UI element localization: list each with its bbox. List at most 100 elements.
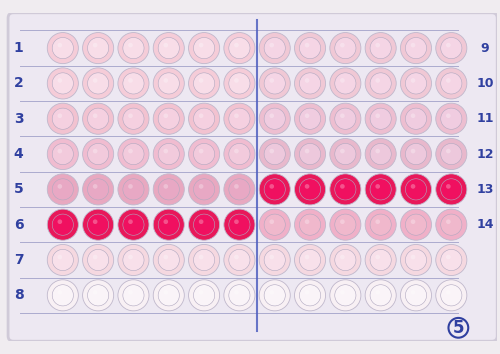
Circle shape bbox=[229, 250, 250, 270]
Circle shape bbox=[330, 174, 361, 205]
Circle shape bbox=[123, 179, 144, 200]
Circle shape bbox=[440, 214, 462, 235]
Circle shape bbox=[164, 184, 168, 189]
Circle shape bbox=[164, 290, 168, 295]
Circle shape bbox=[410, 184, 416, 189]
Circle shape bbox=[118, 68, 149, 99]
Circle shape bbox=[370, 179, 392, 200]
Circle shape bbox=[194, 108, 214, 129]
Circle shape bbox=[234, 78, 239, 83]
Circle shape bbox=[370, 214, 392, 235]
Circle shape bbox=[158, 73, 180, 94]
Circle shape bbox=[82, 174, 114, 205]
Circle shape bbox=[194, 250, 214, 270]
Circle shape bbox=[199, 149, 203, 153]
Circle shape bbox=[224, 280, 255, 311]
Circle shape bbox=[370, 143, 392, 165]
Circle shape bbox=[410, 290, 416, 295]
Circle shape bbox=[270, 113, 274, 118]
Circle shape bbox=[270, 184, 274, 189]
Circle shape bbox=[259, 103, 290, 134]
Circle shape bbox=[158, 179, 180, 200]
Circle shape bbox=[153, 174, 184, 205]
Circle shape bbox=[264, 285, 285, 306]
Circle shape bbox=[259, 33, 290, 64]
Circle shape bbox=[406, 285, 426, 306]
Circle shape bbox=[446, 113, 450, 118]
Circle shape bbox=[400, 68, 432, 99]
Circle shape bbox=[410, 78, 416, 83]
Circle shape bbox=[123, 214, 144, 235]
Circle shape bbox=[304, 290, 310, 295]
Circle shape bbox=[123, 285, 144, 306]
Circle shape bbox=[300, 108, 320, 129]
Circle shape bbox=[58, 113, 62, 118]
Circle shape bbox=[370, 108, 392, 129]
Circle shape bbox=[340, 149, 344, 153]
Circle shape bbox=[335, 250, 356, 270]
Circle shape bbox=[335, 38, 356, 59]
Circle shape bbox=[194, 143, 214, 165]
Circle shape bbox=[436, 68, 467, 99]
Circle shape bbox=[410, 255, 416, 259]
Circle shape bbox=[264, 143, 285, 165]
FancyBboxPatch shape bbox=[8, 13, 497, 341]
Circle shape bbox=[365, 245, 396, 275]
Circle shape bbox=[259, 138, 290, 170]
Circle shape bbox=[406, 38, 426, 59]
Circle shape bbox=[82, 33, 114, 64]
Circle shape bbox=[82, 280, 114, 311]
Circle shape bbox=[264, 108, 285, 129]
Circle shape bbox=[224, 209, 255, 240]
Circle shape bbox=[259, 280, 290, 311]
Circle shape bbox=[123, 143, 144, 165]
Circle shape bbox=[400, 138, 432, 170]
Circle shape bbox=[48, 280, 78, 311]
Circle shape bbox=[158, 108, 180, 129]
Circle shape bbox=[436, 280, 467, 311]
Circle shape bbox=[153, 245, 184, 275]
Circle shape bbox=[400, 33, 432, 64]
Circle shape bbox=[440, 250, 462, 270]
Circle shape bbox=[294, 245, 326, 275]
Circle shape bbox=[330, 280, 361, 311]
Text: 5: 5 bbox=[14, 182, 24, 196]
Circle shape bbox=[264, 250, 285, 270]
Circle shape bbox=[340, 43, 344, 47]
Circle shape bbox=[259, 245, 290, 275]
Circle shape bbox=[52, 179, 74, 200]
Circle shape bbox=[406, 143, 426, 165]
Circle shape bbox=[118, 138, 149, 170]
Circle shape bbox=[199, 219, 203, 224]
Circle shape bbox=[48, 33, 78, 64]
Circle shape bbox=[93, 219, 98, 224]
Circle shape bbox=[335, 214, 356, 235]
Circle shape bbox=[259, 68, 290, 99]
Circle shape bbox=[82, 245, 114, 275]
Circle shape bbox=[436, 245, 467, 275]
Circle shape bbox=[52, 38, 74, 59]
Circle shape bbox=[188, 68, 220, 99]
Circle shape bbox=[365, 209, 396, 240]
Circle shape bbox=[436, 174, 467, 205]
Circle shape bbox=[194, 38, 214, 59]
Circle shape bbox=[376, 113, 380, 118]
Circle shape bbox=[330, 209, 361, 240]
Circle shape bbox=[400, 174, 432, 205]
Circle shape bbox=[376, 78, 380, 83]
Circle shape bbox=[406, 214, 426, 235]
Circle shape bbox=[294, 209, 326, 240]
Circle shape bbox=[300, 179, 320, 200]
Circle shape bbox=[304, 219, 310, 224]
Circle shape bbox=[93, 149, 98, 153]
Circle shape bbox=[270, 255, 274, 259]
Circle shape bbox=[118, 280, 149, 311]
Circle shape bbox=[188, 245, 220, 275]
Circle shape bbox=[365, 138, 396, 170]
Text: 5: 5 bbox=[452, 319, 464, 337]
Circle shape bbox=[440, 179, 462, 200]
Circle shape bbox=[406, 179, 426, 200]
Circle shape bbox=[300, 73, 320, 94]
Text: 4: 4 bbox=[14, 147, 24, 161]
Circle shape bbox=[370, 38, 392, 59]
